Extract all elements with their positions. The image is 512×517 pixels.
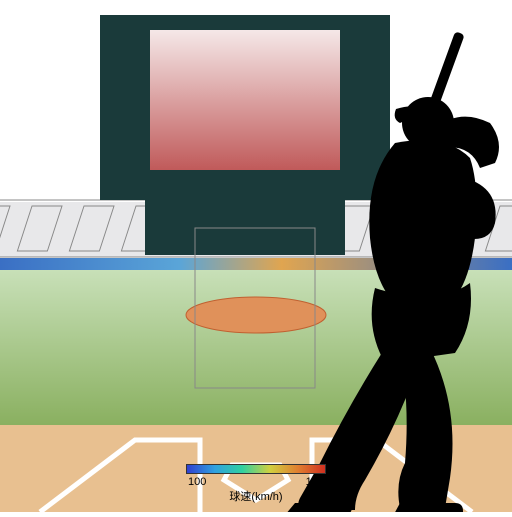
legend-colorbar (186, 464, 326, 474)
pitch-location-diagram: 100 150 球速(km/h) (0, 0, 512, 512)
legend-tick-min: 100 (188, 476, 206, 488)
legend-tick-max: 150 (306, 476, 324, 488)
legend-ticks: 100 150 (186, 476, 326, 488)
legend-label: 球速(km/h) (186, 488, 326, 504)
scene-svg (0, 0, 512, 512)
speed-legend: 100 150 球速(km/h) (186, 464, 326, 504)
pitchers-mound (186, 297, 326, 333)
scoreboard-screen (150, 30, 340, 170)
